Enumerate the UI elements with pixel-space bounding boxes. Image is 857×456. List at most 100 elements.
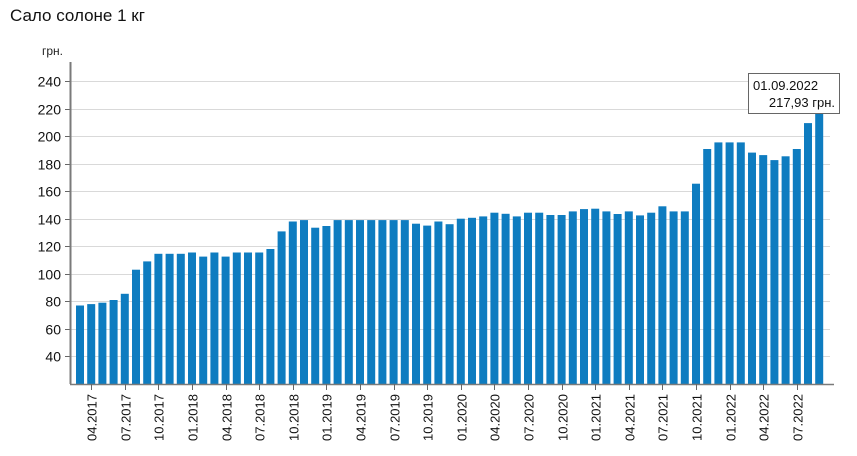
x-tick-label: 10.2020 [556,394,571,441]
x-tick-label: 10.2021 [690,394,705,441]
bar [781,156,790,384]
data-tooltip: 01.09.2022 217,93 грн. [748,73,840,114]
bar [490,212,499,384]
bar [669,211,678,384]
x-tick-label: 04.2019 [354,394,369,441]
y-tick-label: 40 [45,349,61,365]
bar [98,302,107,384]
bar [400,220,409,384]
bar [680,211,689,384]
bar [344,220,353,384]
x-tick-label: 04.2018 [220,394,235,441]
y-tick-label: 200 [38,129,62,145]
bar [770,160,779,384]
y-axis-tick-labels: 40 60 80 100 120 140 160 180 200 220 240 [38,74,62,365]
bar [87,304,96,384]
y-tick-label: 220 [38,102,62,118]
bar [300,220,308,384]
x-axis-tick-labels: 04.2017 07.2017 10.2017 01.2018 04.2018 07.20… [85,394,806,441]
bar [255,252,264,384]
bar [479,216,488,384]
x-tick-label: 04.2021 [623,394,638,441]
bar [748,152,756,384]
x-tick-label: 01.2022 [724,394,739,441]
bar [580,209,588,384]
bar [412,223,420,384]
axes [69,62,834,390]
x-tick-label: 10.2017 [152,394,167,441]
y-tick-label: 240 [38,74,62,90]
bar [613,214,622,384]
bar [434,221,443,384]
x-tick-label: 04.2020 [488,394,503,441]
x-tick-label: 07.2022 [791,394,806,441]
x-tick-label: 01.2019 [320,394,335,441]
y-tick-label: 160 [38,184,62,200]
tooltip-date: 01.09.2022 [753,78,819,93]
bar [692,183,700,384]
y-tick-label: 140 [38,212,62,228]
y-tick-label: 100 [38,267,62,283]
bar [725,142,734,384]
x-tick-label: 01.2020 [455,394,470,441]
y-tick-label: 60 [45,322,61,338]
bar [244,252,252,384]
bar [792,149,801,384]
y-tick-label: 180 [38,157,62,173]
tooltip-value: 217,93 грн. [768,95,835,110]
bar [423,225,432,384]
bar [199,256,208,384]
bar [356,220,364,384]
bar [445,224,454,384]
bar [266,249,275,384]
bar [132,269,140,384]
x-tick-label: 07.2021 [656,394,671,441]
chart-title: Сало солоне 1 кг [10,6,145,25]
bar [176,253,185,384]
bar [636,215,644,384]
x-tick-label: 07.2017 [119,394,134,441]
bar [591,208,600,384]
bar [322,226,331,384]
x-tick-label: 01.2018 [186,394,201,441]
bar [109,300,118,384]
bar [804,123,812,384]
y-tick-label: 120 [38,239,62,255]
bar [568,211,577,384]
y-axis-unit-label: грн. [42,44,64,58]
bar [154,253,163,384]
x-tick-label: 10.2018 [287,394,302,441]
bar [546,215,555,384]
bar [524,212,532,384]
bar-series [76,111,824,385]
bar [658,206,667,384]
x-tick-label: 10.2019 [421,394,436,441]
bar [210,252,219,384]
x-tick-label: 04.2022 [757,394,772,441]
bar [76,305,84,384]
x-tick-label: 01.2021 [589,394,604,441]
x-tick-label: 07.2018 [253,394,268,441]
bar [647,212,656,384]
bar [624,211,633,384]
bar [535,212,544,384]
bar [333,220,342,384]
bar [736,142,745,384]
bar [389,220,398,384]
x-tick-label: 07.2020 [522,394,537,441]
bar [557,215,566,384]
bar [456,218,465,384]
bar [120,293,129,384]
x-tick-label: 04.2017 [85,394,100,441]
bar [714,142,723,384]
bar [165,253,174,384]
bar [512,216,521,384]
bar [501,213,510,384]
bar [188,252,196,384]
bar [288,221,297,384]
bar [378,220,387,384]
bar [143,261,152,384]
y-tick-label: 80 [45,294,61,310]
bar [277,231,286,384]
